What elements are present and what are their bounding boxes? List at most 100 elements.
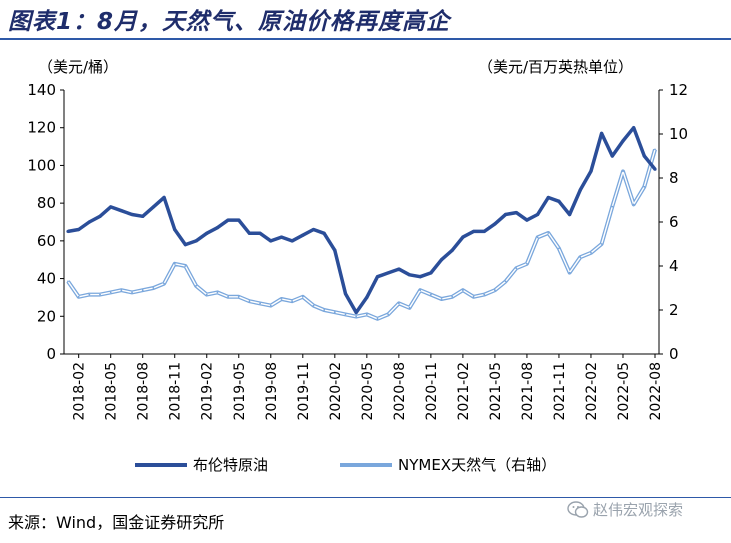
brent-point [568, 212, 572, 217]
gas-point [163, 282, 165, 285]
gas-point [237, 295, 240, 298]
brent-point [66, 229, 70, 234]
brent-point [215, 226, 220, 230]
legend-label-gas: NYMEX天然气（右轴） [398, 456, 557, 474]
brent-point [173, 227, 177, 232]
left-tick-label: 0 [46, 345, 56, 363]
brent-point [141, 214, 145, 218]
gas-point [611, 205, 614, 208]
gas-point [654, 148, 656, 151]
brent-point [407, 273, 412, 277]
brent-point [418, 275, 422, 279]
left-tick-label: 100 [27, 156, 56, 174]
gas-point [120, 289, 123, 292]
gas-point [301, 295, 304, 298]
gas-point [77, 295, 80, 298]
right-tick-label: 6 [669, 213, 679, 231]
x-tick-label: 2019-02 [200, 362, 216, 421]
gas-point [590, 251, 592, 254]
x-tick-label: 2020-08 [392, 362, 408, 421]
gas-point [99, 293, 101, 296]
wechat-icon [567, 500, 589, 518]
brent-point [621, 139, 625, 143]
gas-point [568, 271, 571, 274]
brent-point [183, 243, 187, 247]
brent-point [290, 239, 294, 243]
legend: 布伦特原油 NYMEX天然气（右轴） [0, 454, 731, 478]
left-tick-label: 40 [37, 270, 56, 288]
x-tick-label: 2018-02 [72, 362, 88, 421]
gas-point [622, 170, 624, 173]
series-lines [66, 125, 657, 321]
right-axis-unit: （美元/百万英热单位） [478, 58, 634, 76]
gas-point [419, 289, 422, 292]
x-tick-label: 2019-11 [296, 362, 312, 421]
gas-point [547, 232, 550, 234]
gas-point [291, 300, 294, 303]
brent-point [301, 233, 305, 237]
gas-point [184, 265, 187, 267]
right-tick-label: 0 [669, 345, 679, 363]
gas-point [67, 280, 69, 283]
brent-point [77, 227, 81, 232]
gas-series-line [66, 148, 657, 321]
brent-point [269, 239, 273, 243]
brent-point [343, 292, 348, 296]
x-tick-label: 2022-05 [616, 362, 632, 421]
brent-point [130, 212, 134, 217]
gas-point [600, 243, 603, 245]
left-tick-label: 140 [27, 81, 56, 99]
x-tick-label: 2019-05 [232, 362, 248, 421]
brent-point [311, 227, 316, 232]
x-tick-label: 2018-08 [136, 362, 152, 421]
gas-point [205, 293, 208, 296]
brent-point [471, 229, 476, 234]
x-tick-label: 2020-05 [360, 362, 376, 421]
left-tick-label: 80 [37, 194, 56, 212]
gas-point [483, 293, 486, 296]
brent-point [322, 231, 326, 235]
brent-point [536, 212, 540, 217]
gas-point [536, 236, 539, 239]
title-rule [0, 38, 731, 40]
brent-point [653, 167, 657, 171]
gas-point [408, 306, 411, 309]
left-tick-label: 60 [37, 232, 56, 250]
brent-point [386, 271, 390, 275]
x-tick-label: 2021-08 [520, 362, 536, 421]
right-tick-label: 12 [669, 81, 688, 99]
brent-point [375, 275, 380, 279]
gas-point [280, 298, 283, 300]
right-tick-label: 10 [669, 125, 688, 143]
gas-point [461, 289, 464, 292]
gas-point [429, 293, 432, 296]
gas-point [312, 304, 315, 307]
gas-point [355, 315, 358, 318]
brent-point [610, 154, 614, 158]
right-tick-label: 4 [669, 257, 679, 275]
brent-point [109, 205, 113, 209]
brent-point [151, 205, 155, 209]
legend-swatch-brent [135, 462, 187, 467]
brent-point [461, 235, 465, 239]
brent-point [450, 248, 454, 252]
brand-name: 赵伟宏观探索 [593, 501, 684, 519]
brent-point [397, 267, 401, 271]
brent-point [194, 239, 198, 243]
brent-point [87, 220, 91, 224]
axes: 0 20 40 60 80 100 120 140 0 2 4 6 8 10 12 2018-02 2018-0… [27, 81, 688, 421]
brent-point [429, 271, 433, 275]
brent-point [98, 214, 102, 218]
brent-series-line [67, 125, 657, 315]
brent-point [514, 210, 518, 215]
brent-point [600, 131, 604, 135]
x-tick-label: 2020-02 [328, 362, 344, 421]
gas-point [248, 300, 251, 303]
gas-point [440, 298, 443, 300]
gas-point [141, 289, 144, 292]
brent-point [279, 235, 284, 239]
brent-point [482, 229, 486, 234]
brent-point [205, 231, 209, 235]
legend-item-brent: 布伦特原油 [135, 454, 268, 475]
gas-point [515, 267, 518, 270]
